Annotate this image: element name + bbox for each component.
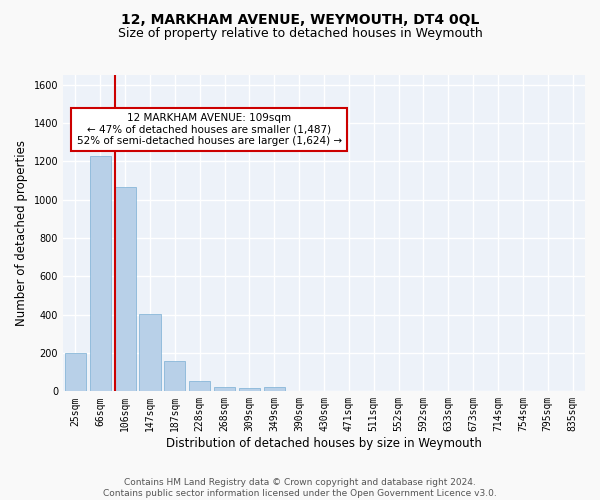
Text: Size of property relative to detached houses in Weymouth: Size of property relative to detached ho… — [118, 28, 482, 40]
Bar — [115, 187, 136, 392]
Text: 12 MARKHAM AVENUE: 109sqm
← 47% of detached houses are smaller (1,487)
52% of se: 12 MARKHAM AVENUE: 109sqm ← 47% of detac… — [77, 113, 342, 146]
Bar — [90, 156, 111, 392]
Bar — [189, 381, 211, 392]
Bar — [214, 386, 235, 392]
Bar — [139, 314, 161, 392]
Bar — [164, 360, 185, 392]
Bar — [264, 386, 285, 392]
Text: 12, MARKHAM AVENUE, WEYMOUTH, DT4 0QL: 12, MARKHAM AVENUE, WEYMOUTH, DT4 0QL — [121, 12, 479, 26]
Bar — [65, 353, 86, 392]
X-axis label: Distribution of detached houses by size in Weymouth: Distribution of detached houses by size … — [166, 437, 482, 450]
Bar — [239, 388, 260, 392]
Text: Contains HM Land Registry data © Crown copyright and database right 2024.
Contai: Contains HM Land Registry data © Crown c… — [103, 478, 497, 498]
Y-axis label: Number of detached properties: Number of detached properties — [15, 140, 28, 326]
